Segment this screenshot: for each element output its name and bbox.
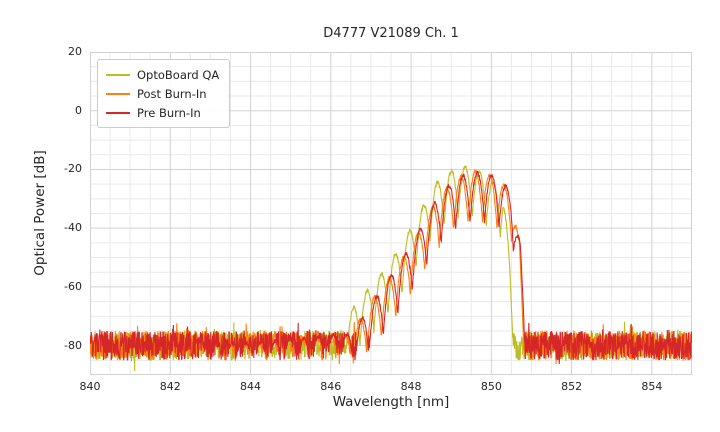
y-tick-label: 0 [75, 103, 82, 117]
x-tick-label: 844 [240, 380, 262, 393]
legend-line-swatch [106, 92, 130, 95]
y-tick-label: -20 [64, 162, 82, 176]
legend-label: Post Burn-In [137, 86, 207, 101]
y-tick-label: -60 [64, 279, 82, 293]
x-tick-label: 852 [561, 380, 583, 393]
y-tick-label: -40 [64, 221, 82, 235]
chart-title: D4777 V21089 Ch. 1 [323, 26, 459, 41]
legend-item-post-burn-in: Post Burn-In [106, 84, 219, 103]
x-tick-label: 840 [79, 380, 101, 393]
series-line-pre-burn-in [90, 170, 692, 365]
x-tick-label: 854 [641, 380, 663, 393]
legend-line-swatch [106, 111, 130, 114]
legend-label: OptoBoard QA [137, 67, 220, 82]
legend-label: Pre Burn-In [137, 105, 201, 120]
x-tick-label: 850 [480, 380, 502, 393]
y-tick-label: -80 [64, 338, 82, 352]
x-tick-label: 842 [159, 380, 181, 393]
legend-line-swatch [106, 73, 130, 76]
x-axis-label: Wavelength [nm] [332, 394, 450, 410]
x-tick-label: 846 [320, 380, 342, 393]
axes-border [90, 52, 692, 375]
y-tick-label: 20 [68, 45, 82, 58]
legend: OptoBoard QA Post Burn-In Pre Burn-In [97, 59, 231, 128]
legend-item-optoboard-qa: OptoBoard QA [106, 65, 219, 84]
legend-item-pre-burn-in: Pre Burn-In [106, 103, 219, 122]
plot-area [90, 52, 692, 375]
x-tick-label: 848 [400, 380, 422, 393]
